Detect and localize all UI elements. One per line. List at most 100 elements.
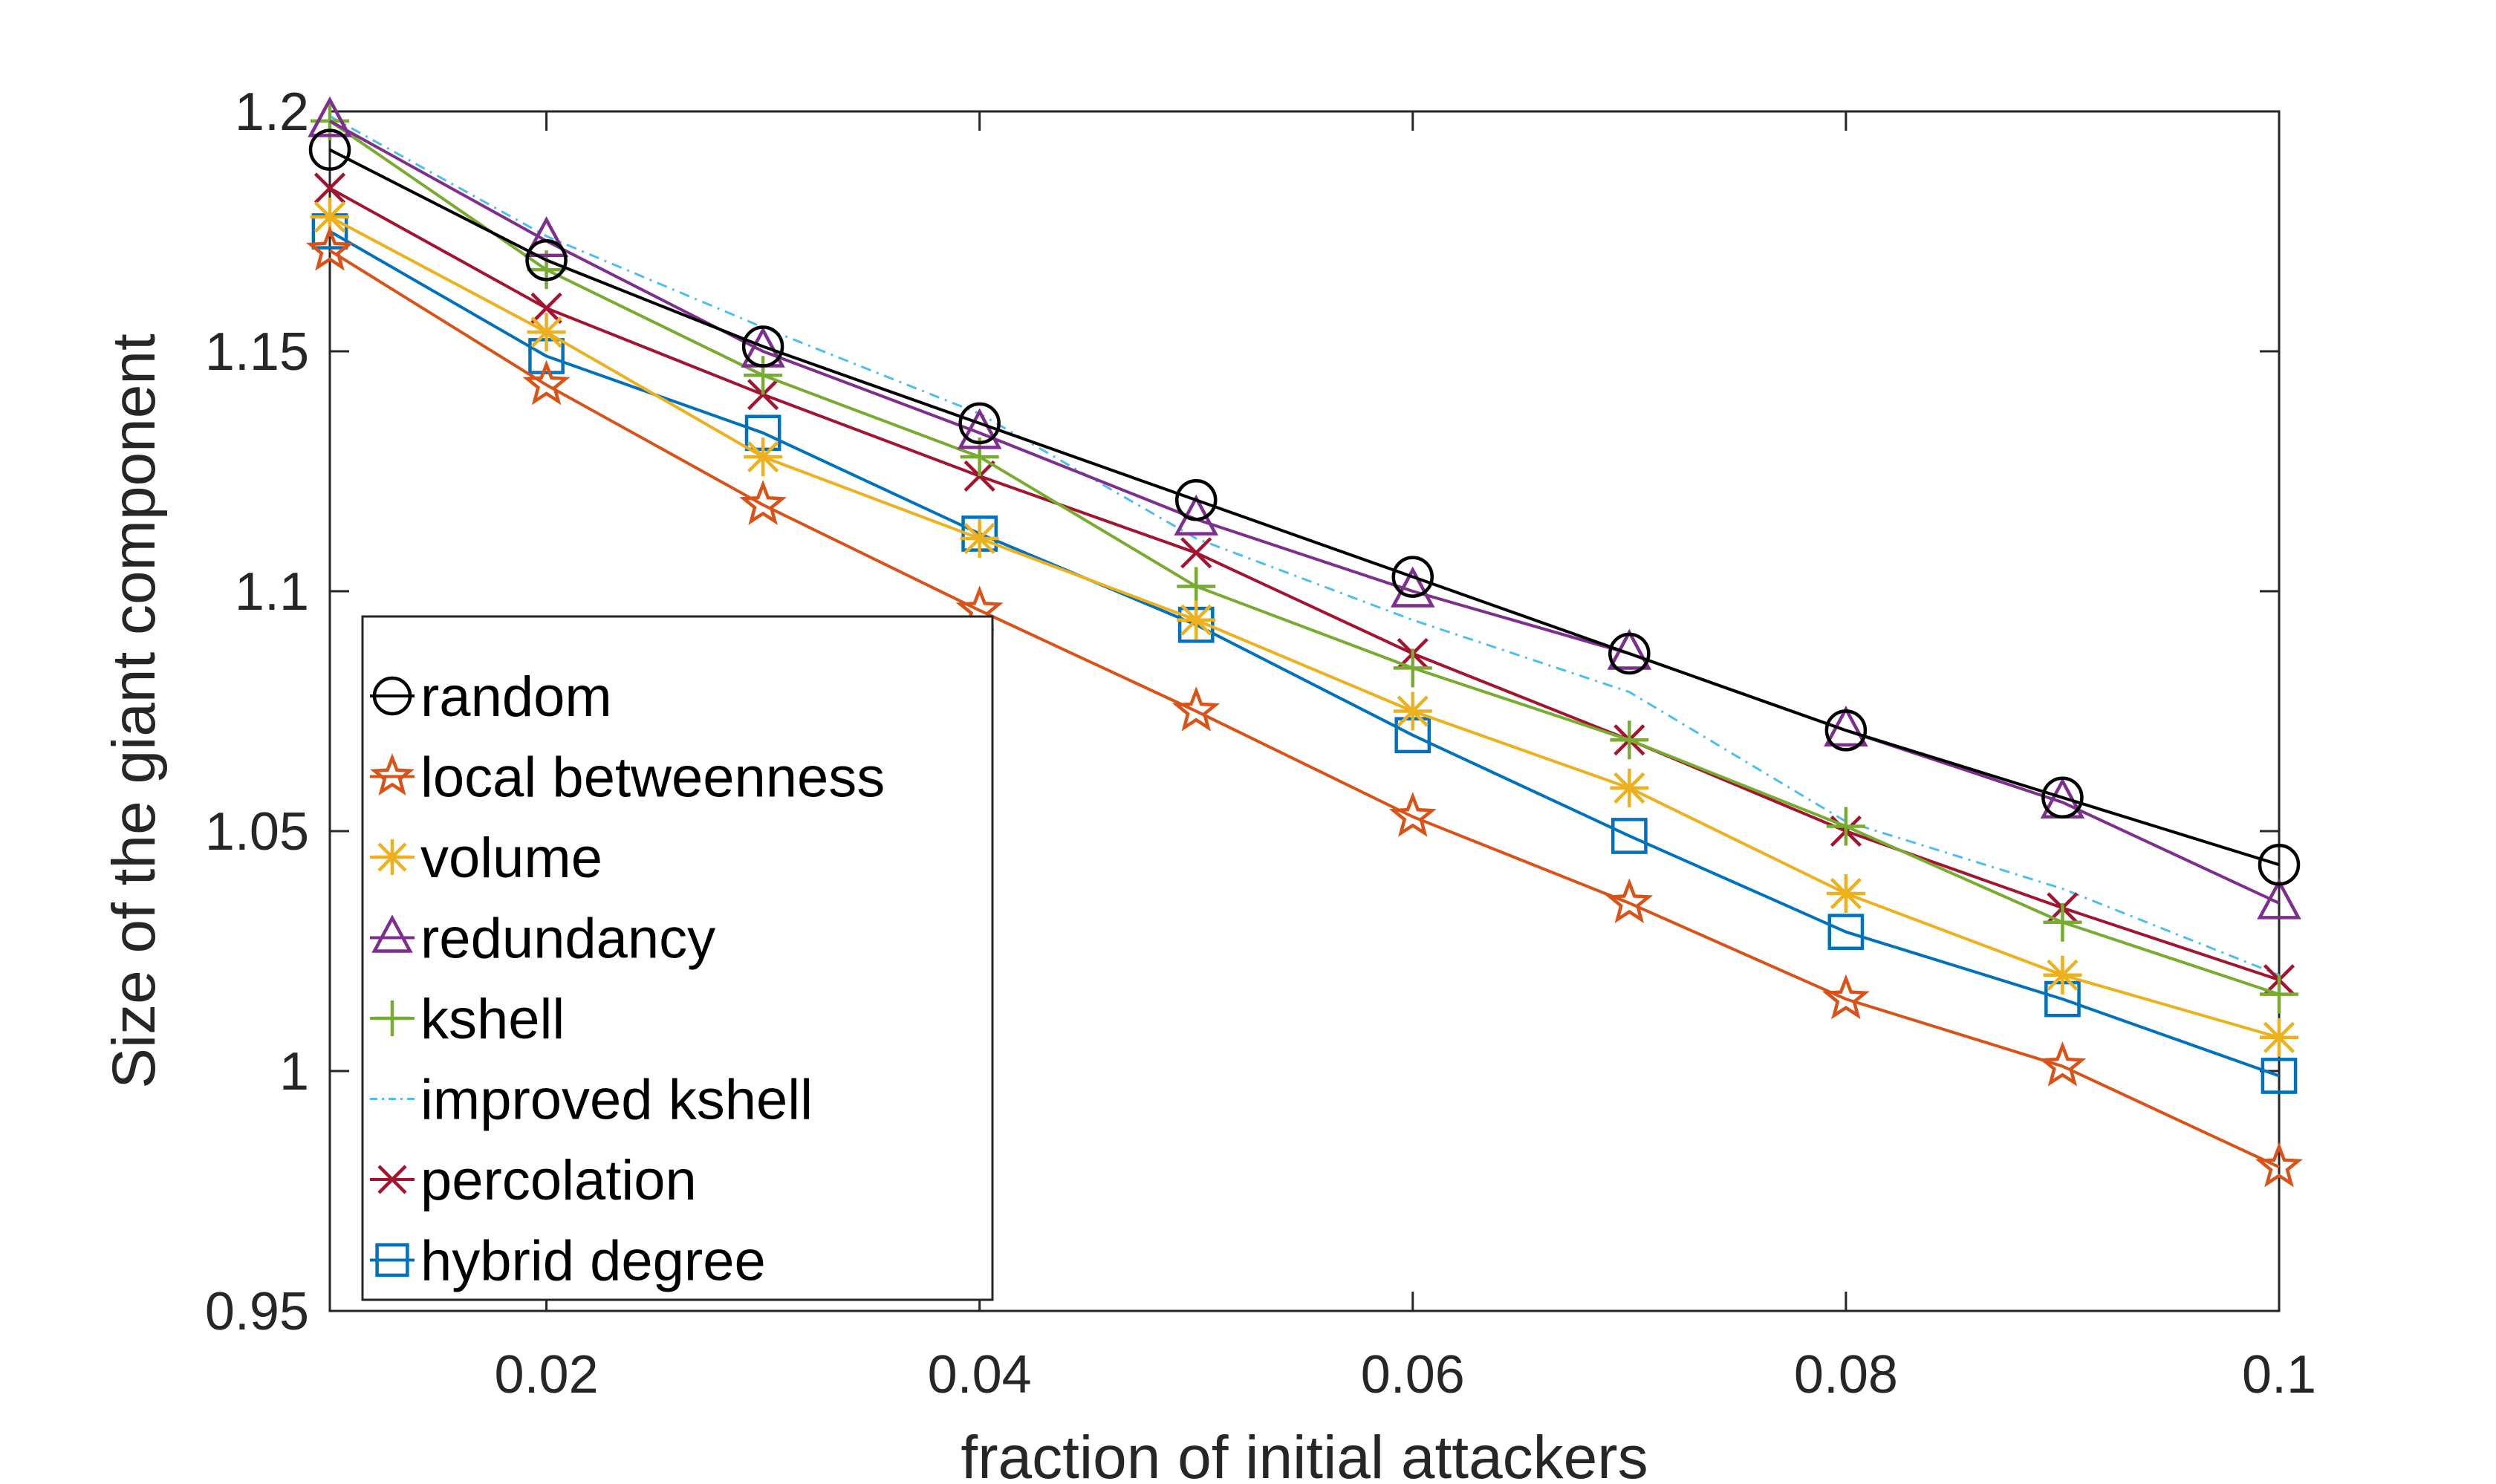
series-local-betweenness [306, 225, 2303, 1188]
data-point-hybrid-degree [1611, 818, 1648, 854]
data-point-local-betweenness [739, 480, 787, 525]
legend-box [361, 615, 994, 1301]
data-point-local-betweenness [306, 225, 354, 271]
legend-swatch-marker [375, 1243, 409, 1278]
data-point-volume [311, 198, 349, 237]
data-point-random [958, 402, 1001, 445]
data-point-hybrid-degree [1827, 914, 1865, 951]
series-line-percolation [329, 186, 2280, 982]
legend-label: redundancy [420, 908, 715, 971]
legend-label: random [420, 665, 612, 729]
series-line-volume [329, 215, 2280, 1039]
data-point-local-betweenness [1172, 686, 1221, 732]
data-point-volume [744, 437, 783, 477]
data-point-local-betweenness [2038, 1041, 2087, 1087]
legend-item-percolation: percolation [370, 1149, 697, 1212]
data-point-volume [527, 313, 566, 352]
data-point-redundancy [1391, 566, 1435, 608]
series-random [308, 128, 2301, 886]
series-improved-kshell [329, 115, 2280, 977]
data-point-local-betweenness [522, 359, 571, 406]
legend-item-improved-kshell: improved kshell [370, 1069, 813, 1132]
data-point-local-betweenness [1605, 878, 1654, 924]
data-point-volume [1610, 768, 1649, 807]
data-point-random [525, 239, 568, 281]
x-axis-title: fraction of initial attackers [961, 1424, 1648, 1484]
y-tick-label: 1.05 [205, 802, 309, 862]
legend-swatch-marker [374, 1000, 410, 1036]
data-point-random [1824, 709, 1868, 752]
data-point-local-betweenness [2255, 1142, 2303, 1188]
y-axis-title: Size of the giant component [100, 333, 168, 1089]
data-point-kshell [1610, 720, 1649, 760]
legend-swatch-marker [370, 753, 415, 795]
data-point-volume [1393, 691, 1432, 731]
y-tick-label: 0.95 [205, 1282, 309, 1341]
data-point-random [2258, 843, 2301, 886]
data-point-redundancy [308, 96, 352, 137]
data-point-kshell [744, 356, 783, 395]
data-point-percolation [530, 292, 562, 324]
data-point-volume [2043, 955, 2082, 995]
series-line-improved-kshell [329, 115, 2280, 977]
x-tick-label: 0.08 [1794, 1345, 1898, 1405]
legend-label: percolation [420, 1149, 697, 1212]
data-point-volume [2260, 1018, 2298, 1057]
data-point-percolation [313, 172, 346, 204]
legend-item-redundancy: redundancy [370, 908, 715, 971]
y-tick-label: 1.1 [235, 562, 309, 622]
data-point-volume [960, 518, 999, 558]
series-volume [311, 198, 2298, 1057]
legend-item-local-betweenness: local betweenness [370, 746, 885, 810]
legend-item-random: random [370, 665, 612, 729]
series-line-random [329, 148, 2280, 867]
y-tick-label: 1.2 [235, 82, 309, 142]
data-point-kshell [1177, 567, 1216, 606]
legend-label: improved kshell [420, 1069, 813, 1132]
data-point-kshell [2043, 902, 2082, 942]
series-kshell [311, 101, 2298, 1014]
y-tick-label: 1.15 [205, 322, 309, 382]
data-point-random [1608, 632, 1651, 675]
legend-item-hybrid-degree: hybrid degree [370, 1230, 766, 1293]
series-line-kshell [328, 120, 2280, 996]
legend-item-kshell: kshell [370, 988, 565, 1051]
data-point-hybrid-degree [2261, 1058, 2298, 1094]
data-point-random [1174, 479, 1218, 521]
data-point-volume [1826, 873, 1865, 913]
legend-label: hybrid degree [420, 1230, 766, 1293]
data-point-random [1391, 556, 1434, 598]
legend-label: local betweenness [420, 746, 885, 810]
legend-item-volume: volume [370, 827, 602, 890]
x-tick-label: 0.02 [494, 1345, 598, 1405]
legend-swatch-marker [377, 1165, 407, 1194]
series-line-redundancy [329, 120, 2280, 905]
data-point-local-betweenness [1821, 974, 1870, 1020]
data-point-local-betweenness [1388, 792, 1437, 837]
y-tick-label: 1 [279, 1042, 309, 1101]
data-point-volume [1177, 600, 1216, 640]
data-point-kshell [1393, 648, 1432, 688]
series-layer [306, 96, 2303, 1188]
legend-swatch-marker [374, 839, 410, 875]
legend-swatch-marker [371, 914, 413, 953]
x-tick-label: 0.06 [1361, 1345, 1465, 1405]
series-line-local-betweenness [328, 249, 2280, 1169]
data-point-kshell [2260, 974, 2298, 1014]
x-tick-label: 0.1 [2242, 1345, 2316, 1405]
data-point-random [2041, 776, 2084, 819]
data-point-kshell [1826, 807, 1865, 846]
legend-label: volume [420, 827, 602, 890]
legend-swatch-marker [372, 676, 412, 716]
data-point-redundancy [524, 216, 569, 258]
legend-label: kshell [420, 988, 565, 1051]
data-point-redundancy [2257, 878, 2301, 920]
legend: random local betweenness volume redundancy k… [361, 615, 994, 1301]
data-point-percolation [1180, 537, 1212, 569]
data-point-random [741, 325, 784, 368]
data-point-redundancy [957, 408, 1002, 449]
data-point-random [308, 128, 351, 171]
x-tick-label: 0.04 [928, 1345, 1032, 1405]
axis-ticks: 0.02 0.04 0.06 0.08 0.1 0.95 1 1.05 1.1 1.15 1.2 [205, 82, 2316, 1405]
